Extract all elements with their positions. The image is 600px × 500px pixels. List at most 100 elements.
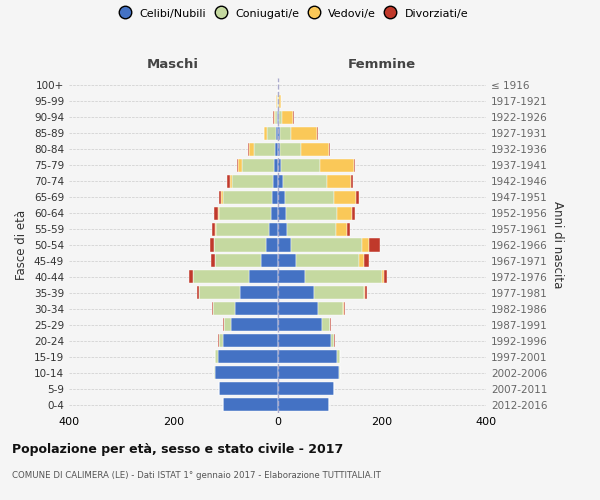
Text: Maschi: Maschi xyxy=(147,58,199,71)
Bar xyxy=(193,270,249,283)
Bar xyxy=(216,222,269,235)
Y-axis label: Anni di nascita: Anni di nascita xyxy=(551,202,564,288)
Bar xyxy=(215,350,218,363)
Bar xyxy=(212,222,215,235)
Bar xyxy=(212,302,213,316)
Bar xyxy=(365,286,367,300)
Bar xyxy=(235,302,277,316)
Bar xyxy=(320,158,354,172)
Bar xyxy=(287,222,337,235)
Bar xyxy=(337,222,347,235)
Bar xyxy=(249,270,277,283)
Bar xyxy=(277,127,280,140)
Bar xyxy=(318,302,343,316)
Bar xyxy=(384,270,388,283)
Bar xyxy=(232,174,274,188)
Bar xyxy=(215,254,261,268)
Bar xyxy=(278,111,281,124)
Bar xyxy=(278,95,281,108)
Bar xyxy=(275,111,277,124)
Bar xyxy=(275,142,277,156)
Bar xyxy=(364,286,365,300)
Bar xyxy=(277,366,339,379)
Text: COMUNE DI CALIMERA (LE) - Dati ISTAT 1° gennaio 2017 - Elaborazione TUTTITALIA.I: COMUNE DI CALIMERA (LE) - Dati ISTAT 1° … xyxy=(12,471,381,480)
Bar xyxy=(283,174,327,188)
Bar xyxy=(291,127,317,140)
Bar xyxy=(218,206,271,220)
Bar xyxy=(286,206,337,220)
Bar xyxy=(210,238,214,252)
Bar xyxy=(277,222,287,235)
Bar xyxy=(218,190,221,203)
Bar xyxy=(237,158,238,172)
Bar xyxy=(219,382,277,395)
Bar xyxy=(224,318,230,332)
Bar xyxy=(277,286,314,300)
Bar xyxy=(327,174,351,188)
Bar xyxy=(274,111,275,124)
Bar xyxy=(274,174,277,188)
Bar xyxy=(339,366,340,379)
Bar xyxy=(223,398,277,411)
Bar xyxy=(354,158,355,172)
Bar xyxy=(277,238,290,252)
Bar xyxy=(199,286,240,300)
Bar xyxy=(277,318,322,332)
Bar xyxy=(369,238,380,252)
Bar xyxy=(271,206,277,220)
Bar xyxy=(227,174,230,188)
Bar xyxy=(223,190,272,203)
Bar xyxy=(214,366,215,379)
Bar xyxy=(382,270,384,283)
Bar xyxy=(301,142,329,156)
Text: Popolazione per età, sesso e stato civile - 2017: Popolazione per età, sesso e stato civil… xyxy=(12,442,343,456)
Bar xyxy=(240,286,277,300)
Bar xyxy=(214,238,266,252)
Bar xyxy=(221,190,223,203)
Bar xyxy=(330,318,331,332)
Bar xyxy=(364,254,369,268)
Bar xyxy=(266,238,277,252)
Text: Femmine: Femmine xyxy=(347,58,416,71)
Bar xyxy=(230,318,277,332)
Bar xyxy=(280,127,291,140)
Bar xyxy=(277,158,281,172)
Bar xyxy=(215,366,277,379)
Bar xyxy=(277,334,331,347)
Bar xyxy=(347,222,350,235)
Bar xyxy=(352,206,355,220)
Bar xyxy=(356,190,359,203)
Legend: Celibi/Nubili, Coniugati/e, Vedovi/e, Divorziati/e: Celibi/Nubili, Coniugati/e, Vedovi/e, Di… xyxy=(118,6,470,21)
Bar xyxy=(248,142,250,156)
Bar xyxy=(277,270,305,283)
Bar xyxy=(272,190,277,203)
Bar xyxy=(269,222,277,235)
Bar xyxy=(223,334,277,347)
Bar xyxy=(267,127,277,140)
Bar xyxy=(223,318,224,332)
Bar xyxy=(190,270,193,283)
Bar xyxy=(218,334,223,347)
Bar xyxy=(277,142,280,156)
Bar xyxy=(359,254,364,268)
Bar xyxy=(277,190,285,203)
Y-axis label: Fasce di età: Fasce di età xyxy=(16,210,28,280)
Bar xyxy=(254,142,275,156)
Bar xyxy=(250,142,254,156)
Bar xyxy=(281,111,293,124)
Bar xyxy=(362,238,369,252)
Bar xyxy=(322,318,330,332)
Bar xyxy=(314,286,364,300)
Bar xyxy=(197,286,199,300)
Bar xyxy=(334,190,356,203)
Bar xyxy=(277,111,278,124)
Bar xyxy=(242,158,274,172)
Bar xyxy=(351,174,353,188)
Bar xyxy=(274,158,277,172)
Bar xyxy=(213,302,235,316)
Bar xyxy=(238,158,242,172)
Bar xyxy=(277,398,329,411)
Bar xyxy=(344,302,345,316)
Bar xyxy=(281,158,320,172)
Bar xyxy=(285,190,334,203)
